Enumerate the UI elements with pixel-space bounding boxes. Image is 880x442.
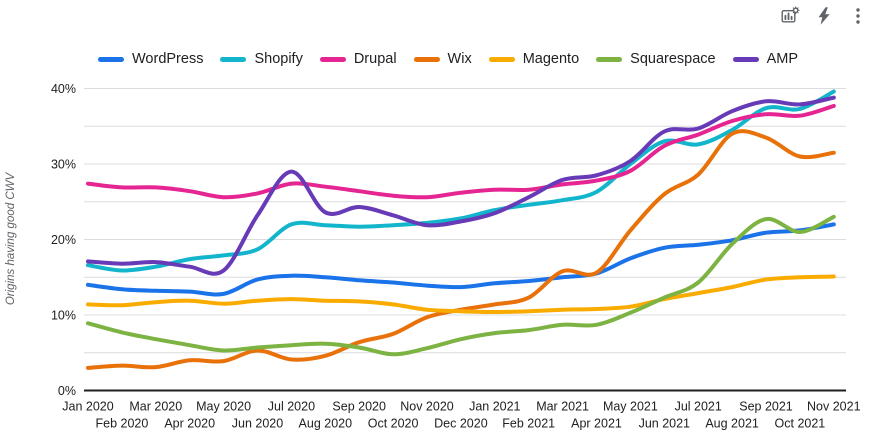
legend-label: Wix <box>447 51 472 67</box>
legend-swatch <box>319 56 346 62</box>
series-line-squarespace <box>86 214 836 357</box>
legend-label: Magento <box>522 51 580 67</box>
y-tick-label: 10% <box>51 309 76 323</box>
series-line-drupal <box>86 103 836 200</box>
y-axis-title: Origins having good CWV <box>5 172 17 306</box>
series-line-wordpress <box>86 222 836 297</box>
quick-actions-button[interactable] <box>812 4 836 28</box>
x-tick-label: Oct 2020 <box>368 417 419 431</box>
x-tick-label: Jun 2020 <box>232 417 283 431</box>
legend-label: AMP <box>766 51 799 67</box>
lightning-icon <box>818 7 830 25</box>
legend-swatch <box>220 56 247 62</box>
legend-swatch <box>732 56 759 62</box>
legend-label: WordPress <box>132 51 204 67</box>
legend-label: Squarespace <box>630 51 716 67</box>
x-tick-label: Jul 2020 <box>268 400 315 414</box>
y-tick-label: 0% <box>58 384 76 398</box>
chart-settings-button[interactable] <box>778 4 802 28</box>
kebab-menu-icon <box>856 8 860 24</box>
chart-legend: WordPress Shopify Drupal Wix Magento Squaresp… <box>98 51 798 67</box>
x-axis-labels: Jan 2020 Feb 2020 Mar 2020 Apr 2020 May 2020… <box>62 400 860 431</box>
x-tick-label: Aug 2021 <box>705 417 759 431</box>
legend-item-wordpress: WordPress <box>98 51 203 67</box>
x-tick-label: May 2020 <box>196 400 251 414</box>
x-tick-label: Sep 2021 <box>739 400 793 414</box>
legend-label: Drupal <box>353 51 397 67</box>
legend-label: Shopify <box>254 51 303 67</box>
legend-item-squarespace: Squarespace <box>596 51 716 67</box>
x-tick-label: May 2021 <box>603 400 658 414</box>
x-tick-label: Sep 2020 <box>332 400 386 414</box>
chart-settings-icon <box>781 6 800 23</box>
x-tick-label: Feb 2021 <box>502 417 555 431</box>
legend-item-shopify: Shopify <box>220 51 303 67</box>
legend-swatch <box>596 56 623 62</box>
legend-item-drupal: Drupal <box>319 51 397 67</box>
series-line-amp <box>86 95 836 276</box>
x-tick-label: Jun 2021 <box>639 417 690 431</box>
x-tick-label: Mar 2020 <box>129 400 182 414</box>
legend-swatch <box>98 56 124 62</box>
legend-item-magento: Magento <box>488 51 580 67</box>
x-tick-label: Jan 2020 <box>62 400 113 414</box>
y-tick-label: 40% <box>51 82 76 96</box>
legend-swatch <box>413 56 440 62</box>
x-tick-label: Dec 2020 <box>434 417 488 431</box>
x-tick-label: Apr 2021 <box>571 417 622 431</box>
series-line-magento <box>86 274 836 314</box>
x-tick-label: Nov 2021 <box>807 400 861 414</box>
x-tick-label: Jul 2021 <box>675 400 722 414</box>
x-tick-label: Apr 2020 <box>164 417 215 431</box>
kebab-menu-button[interactable] <box>846 4 870 28</box>
series-line-wix <box>86 129 836 370</box>
legend-swatch <box>488 56 515 62</box>
x-tick-label: Jan 2021 <box>469 400 520 414</box>
y-tick-label: 30% <box>51 158 76 172</box>
series-line-shopify <box>86 89 836 273</box>
x-tick-label: Feb 2020 <box>95 417 148 431</box>
y-tick-label: 20% <box>51 233 76 247</box>
legend-item-amp: AMP <box>732 51 799 67</box>
legend-item-wix: Wix <box>413 51 472 67</box>
x-tick-label: Oct 2021 <box>775 417 826 431</box>
x-tick-label: Aug 2020 <box>299 417 353 431</box>
y-axis-labels: 0% 10% 20% 30% 40% <box>51 82 76 398</box>
x-tick-label: Nov 2020 <box>400 400 454 414</box>
x-tick-label: Mar 2021 <box>536 400 589 414</box>
series-lines <box>86 89 836 370</box>
chart-toolbar <box>778 4 870 28</box>
